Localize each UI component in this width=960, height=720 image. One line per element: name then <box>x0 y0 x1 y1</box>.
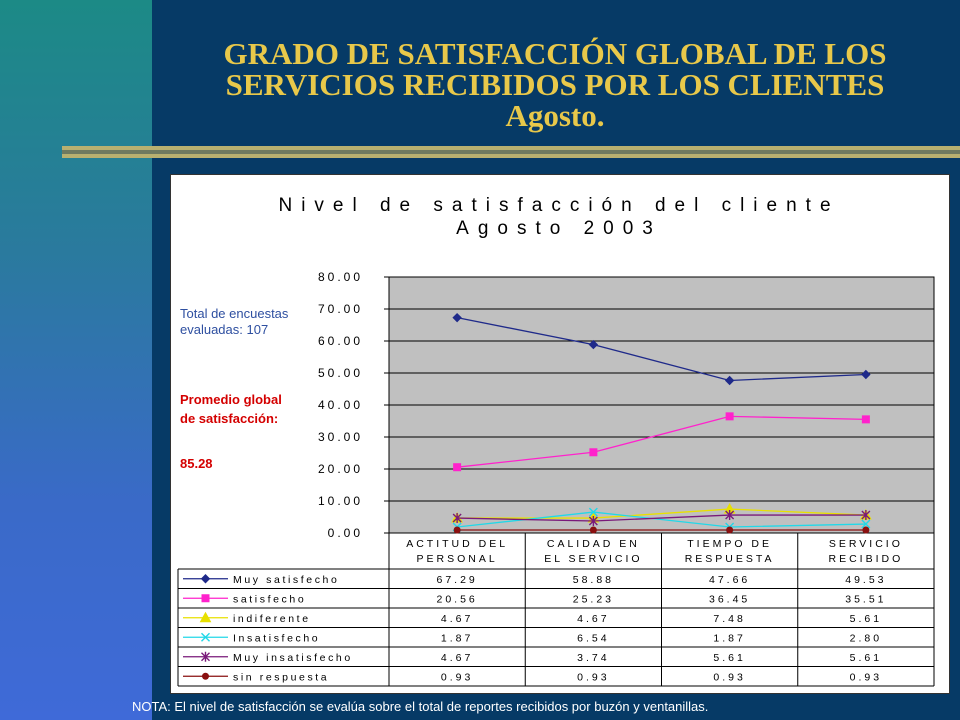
table-cell-value: 4.67 <box>441 613 473 625</box>
table-cell-value: 1.87 <box>713 632 745 644</box>
legend-key-marker <box>201 594 210 603</box>
table-cell-value: 25.23 <box>573 593 614 605</box>
table-cell-value: 0.93 <box>441 671 473 683</box>
legend-key-marker <box>200 574 211 584</box>
slide-title-line-2: SERVICIOS RECIBIDOS POR LOS CLIENTES <box>225 67 885 102</box>
table-cell-value: 58.88 <box>573 574 614 586</box>
promedio-label: Promedio global de satisfacción: <box>180 392 282 426</box>
legend-key-marker <box>199 611 212 623</box>
data-point <box>862 526 870 534</box>
table-cell-value: 0.93 <box>850 671 882 683</box>
table-cell-value: 5.61 <box>850 652 882 664</box>
legend-key-marker <box>201 632 210 642</box>
table-cell-value: 3.74 <box>577 652 609 664</box>
table-cell-value: 1.87 <box>441 632 473 644</box>
data-point <box>588 516 598 527</box>
category-label: RECIBIDO <box>828 553 903 565</box>
category-label: EL SERVICIO <box>544 553 642 565</box>
data-point <box>452 513 462 524</box>
data-point <box>453 526 461 534</box>
y-tick-label: 60.00 <box>318 334 363 348</box>
legend-label: Muy satisfecho <box>233 574 339 586</box>
table-cell-value: 36.45 <box>709 593 750 605</box>
data-point <box>588 339 599 350</box>
y-tick-label: 20.00 <box>318 462 363 476</box>
table-cell-value: 4.67 <box>441 652 473 664</box>
promedio-value: 85.28 <box>180 456 213 471</box>
title-rule-top <box>62 146 960 150</box>
table-cell-value: 4.67 <box>577 613 609 625</box>
table-cell-value: 47.66 <box>709 574 750 586</box>
table-cell-value: 67.29 <box>436 574 477 586</box>
data-point <box>725 412 734 421</box>
legend-key-marker <box>201 651 210 662</box>
series-line <box>456 317 866 382</box>
total-encuestas-note: Total de encuestas evaluadas: 107 <box>180 306 289 337</box>
table-cell-value: 5.61 <box>850 613 882 625</box>
category-label: PERSONAL <box>417 553 498 565</box>
table-cell-value: 5.61 <box>713 652 745 664</box>
legend-label: Muy insatisfecho <box>233 652 353 664</box>
category-label: RESPUESTA <box>685 553 775 565</box>
y-tick-label: 50.00 <box>318 366 363 380</box>
legend-label: sin respuesta <box>233 671 329 683</box>
data-point <box>452 312 462 323</box>
data-point <box>861 415 870 424</box>
title-rule-middle <box>62 150 960 154</box>
legend-label: indiferente <box>233 613 311 625</box>
table-cell-value: 0.93 <box>577 671 609 683</box>
data-point <box>726 526 734 534</box>
table-cell-value: 2.80 <box>850 632 882 644</box>
chart-title-line-1: Nivel de satisfacción del cliente <box>278 195 840 216</box>
y-tick-label: 30.00 <box>318 430 363 444</box>
slide-title-line-3: Agosto. <box>505 98 605 133</box>
y-tick-label: 0.00 <box>328 526 363 540</box>
slide-title-line-1: GRADO DE SATISFACCIÓN GLOBAL DE LOS <box>223 36 887 71</box>
y-tick-label: 70.00 <box>318 302 363 316</box>
category-label: ACTITUD DEL <box>406 538 508 550</box>
slide-title: GRADO DE SATISFACCIÓN GLOBAL DE LOS SERV… <box>170 38 940 131</box>
data-point <box>725 510 735 521</box>
category-label: TIEMPO DE <box>687 538 772 550</box>
data-point <box>724 375 735 386</box>
legend-label: Insatisfecho <box>233 632 320 644</box>
category-label: CALIDAD EN <box>547 538 640 550</box>
data-point <box>861 369 871 380</box>
legend-label: satisfecho <box>233 593 306 605</box>
table-cell-value: 20.56 <box>436 593 477 605</box>
side-gradient-band <box>0 0 152 720</box>
data-point <box>861 519 871 529</box>
data-point <box>861 510 871 521</box>
data-point <box>589 448 598 457</box>
table-cell-value: 49.53 <box>845 574 886 586</box>
legend-key-marker <box>202 672 209 680</box>
series-line <box>457 514 866 522</box>
chart-title-line-2: Agosto 2003 <box>456 218 662 239</box>
table-cell-value: 35.51 <box>845 593 886 605</box>
y-tick-label: 40.00 <box>318 398 363 412</box>
data-point <box>588 507 598 517</box>
y-tick-label: 10.00 <box>318 494 363 508</box>
table-cell-value: 0.93 <box>713 671 745 683</box>
table-cell-value: 6.54 <box>577 632 609 644</box>
data-point <box>453 463 462 472</box>
series-line <box>457 415 866 468</box>
category-label: SERVICIO <box>829 538 903 550</box>
table-cell-value: 7.48 <box>713 613 745 625</box>
series-line <box>457 508 866 519</box>
data-point <box>589 526 597 534</box>
y-tick-label: 80.00 <box>318 270 363 284</box>
title-rule-bottom <box>62 154 960 158</box>
footnote: NOTA: El nivel de satisfacción se evalúa… <box>132 699 709 714</box>
chart-title: Nivel de satisfacción del cliente Agosto… <box>170 194 948 240</box>
